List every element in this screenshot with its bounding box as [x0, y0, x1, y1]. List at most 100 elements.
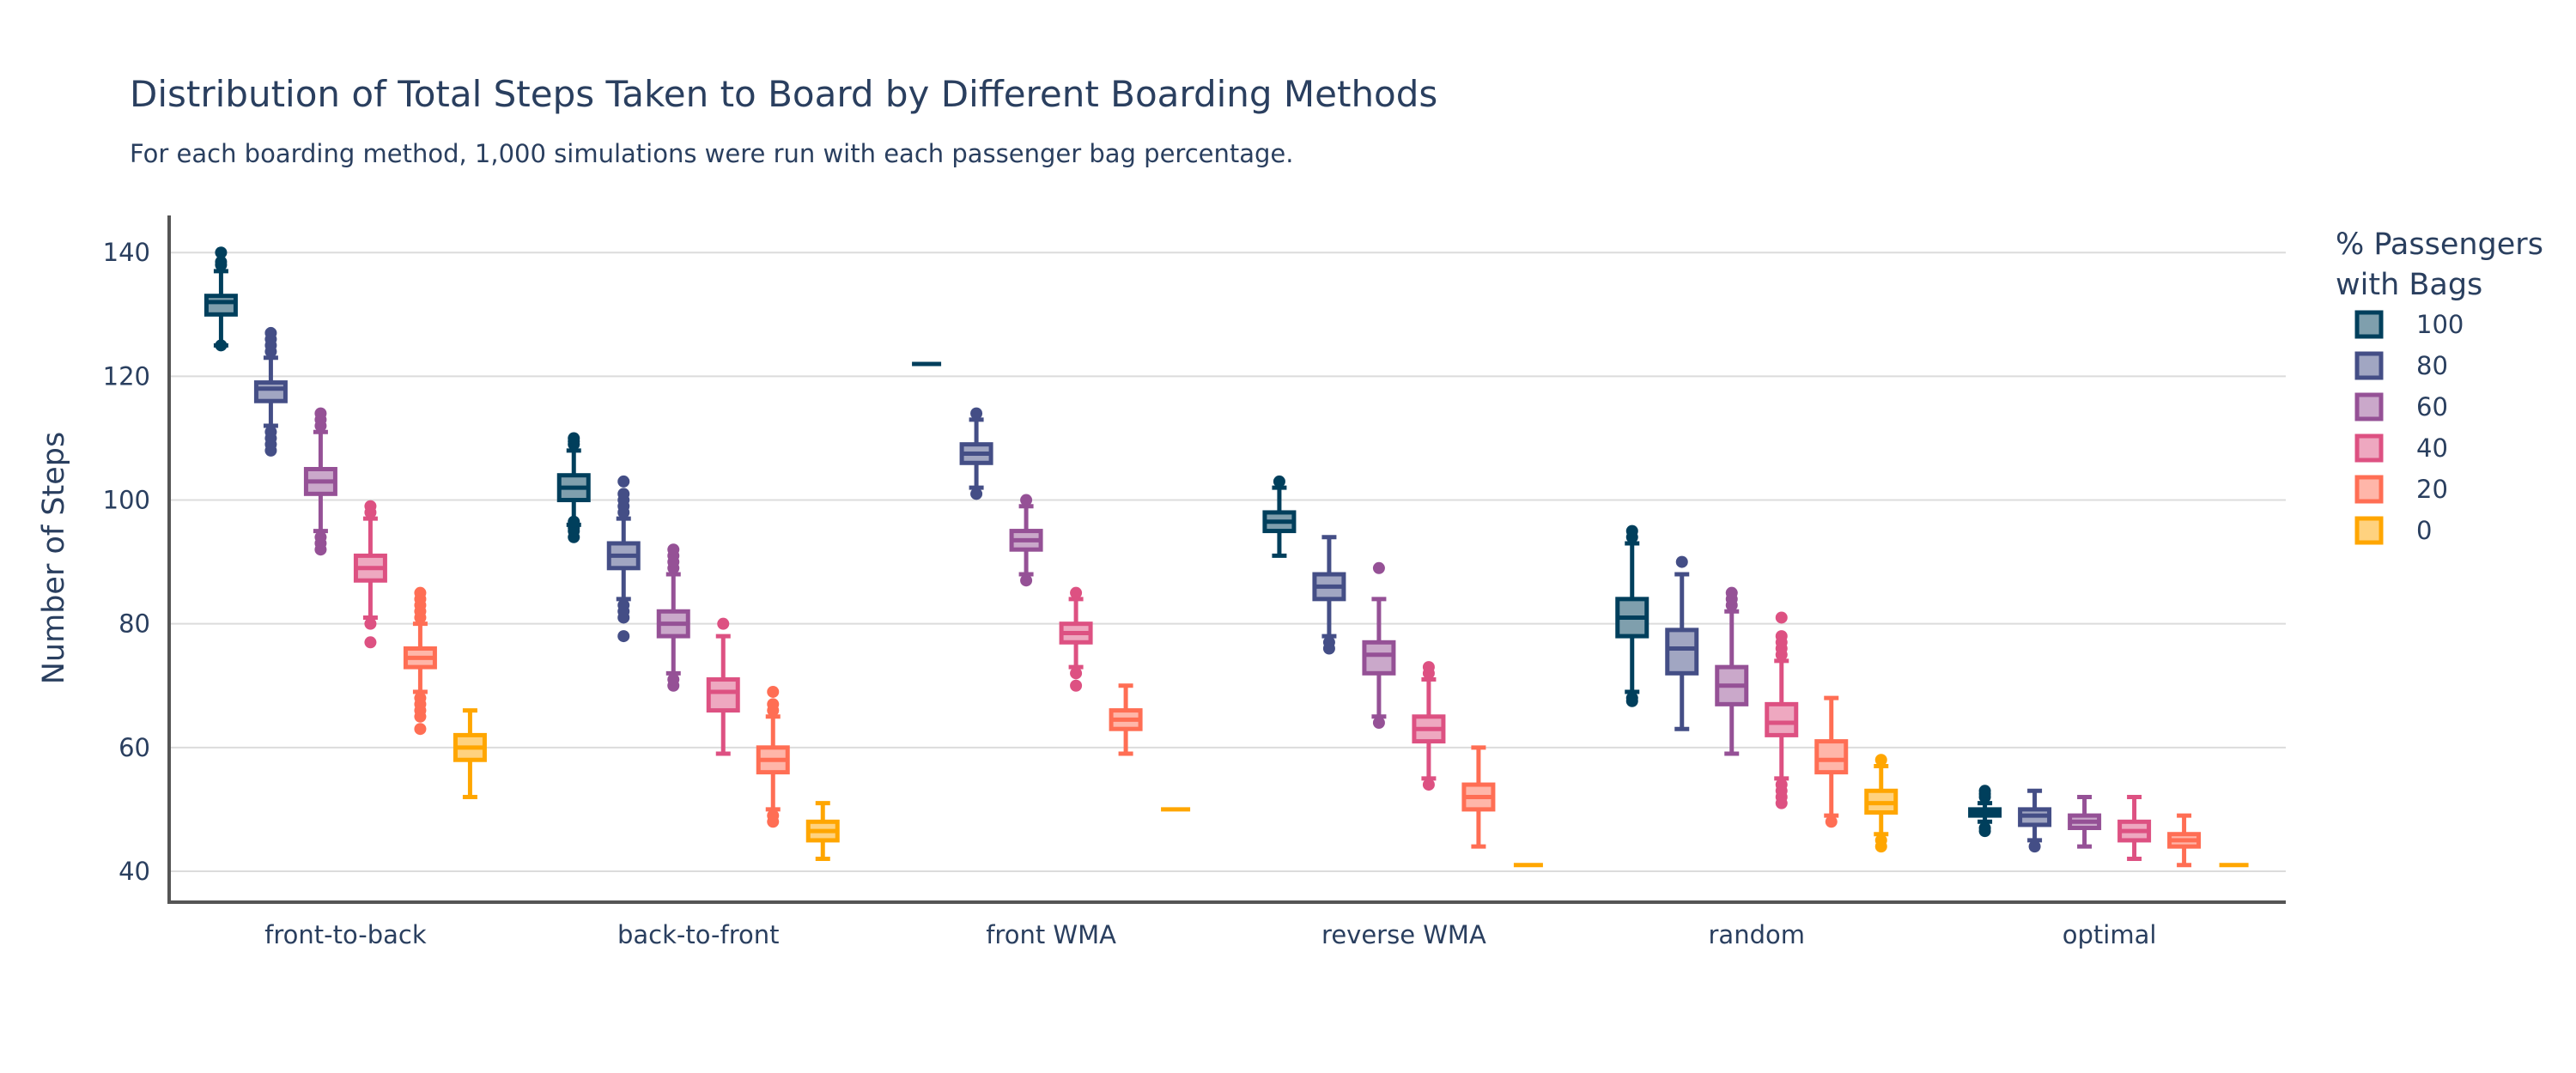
outlier-point [617, 630, 630, 643]
legend-label: 0 [2416, 516, 2432, 545]
box-100-reverse-WMA [1262, 475, 1297, 558]
box-60-random [1715, 586, 1749, 756]
legend-label: 80 [2416, 351, 2448, 380]
legend[interactable]: % Passengers with Bags 100 80 60 40 20 0 [2336, 227, 2543, 545]
outlier-point [1675, 555, 1688, 568]
y-tick-label: 100 [103, 486, 150, 515]
outlier-point [314, 530, 327, 543]
box-60-front-WMA [1009, 494, 1043, 587]
legend-swatch [2354, 475, 2384, 504]
legend-item-40[interactable]: 40 [2354, 433, 2448, 463]
legend-swatch [2354, 433, 2384, 463]
box-100-front-to-back [204, 246, 238, 352]
outlier-point [970, 488, 983, 500]
iqr-box [1665, 627, 1699, 676]
outlier-point [767, 698, 780, 711]
legend-item-0[interactable]: 0 [2354, 516, 2432, 545]
box-20-front-WMA [1109, 683, 1143, 756]
box-40-front-WMA [1059, 586, 1093, 692]
box-80-random [1665, 555, 1699, 731]
box-40-optimal [2117, 794, 2152, 862]
box-0-random [1864, 754, 1899, 853]
outlier-point [1978, 825, 1991, 838]
iqr-box [706, 677, 740, 713]
series-0 [453, 708, 2249, 868]
y-tick-label: 60 [118, 733, 150, 762]
box-80-front-to-back [253, 326, 288, 457]
box-80-front-WMA [959, 407, 993, 500]
outlier-point [1273, 475, 1285, 488]
outlier-point [1874, 754, 1887, 767]
outlier-point [264, 326, 277, 339]
iqr-box [253, 380, 288, 403]
box-20-back-to-front [756, 685, 790, 828]
series-80 [253, 326, 2052, 853]
series-20 [403, 586, 2202, 868]
box-40-reverse-WMA [1412, 661, 1446, 791]
box-40-back-to-front [706, 617, 740, 756]
outlier-point [1070, 667, 1083, 680]
box-80-back-to-front [606, 475, 641, 643]
outlier-point [1322, 636, 1335, 649]
outlier-point [1874, 834, 1887, 846]
box-60-optimal [2068, 794, 2102, 849]
legend-item-80[interactable]: 80 [2354, 351, 2448, 380]
box-0-back-to-front [805, 801, 840, 862]
box-40-random [1765, 611, 1799, 809]
outlier-point [617, 599, 630, 612]
legend-swatch [2354, 516, 2384, 545]
box-80-reverse-WMA [1312, 535, 1346, 655]
outlier-point [568, 432, 580, 445]
legend-item-20[interactable]: 20 [2354, 475, 2448, 504]
iqr-box [1362, 640, 1396, 676]
box-20-random [1814, 695, 1849, 828]
iqr-box [1814, 739, 1849, 775]
y-tick-label: 80 [118, 609, 150, 639]
legend-title-line1: % Passengers [2336, 227, 2543, 262]
x-tick-label: back-to-front [617, 920, 780, 949]
outlier-point [1372, 561, 1385, 574]
x-tick-label: reverse WMA [1321, 920, 1486, 949]
box-60-front-to-back [303, 407, 337, 556]
outlier-point [617, 475, 630, 488]
box-40-front-to-back [353, 500, 387, 649]
outlier-point [667, 543, 680, 556]
series-40 [353, 500, 2152, 862]
outlier-point [1070, 679, 1083, 692]
outlier-point [1775, 630, 1788, 643]
series-100 [204, 246, 2002, 838]
legend-swatch [2354, 351, 2384, 380]
box-100-optimal [1968, 785, 2002, 838]
x-tick-label: front-to-back [264, 920, 427, 949]
box-20-reverse-WMA [1461, 745, 1496, 849]
outlier-point [1625, 694, 1638, 707]
outlier-point [1725, 586, 1738, 599]
box-80-optimal [2018, 788, 2052, 853]
outlier-point [414, 692, 427, 705]
outlier-point [1422, 661, 1435, 674]
outlier-point [364, 617, 377, 630]
legend-item-100[interactable]: 100 [2354, 310, 2464, 339]
outlier-point [1775, 611, 1788, 624]
x-tick-label: optimal [2063, 920, 2157, 949]
outlier-point [1070, 586, 1083, 599]
legend-item-60[interactable]: 60 [2354, 392, 2448, 421]
outlier-point [717, 617, 730, 630]
x-tick-label: random [1709, 920, 1805, 949]
outlier-point [414, 723, 427, 736]
box-60-back-to-front [656, 543, 690, 692]
y-axis-title: Number of Steps [37, 432, 71, 685]
legend-swatch [2354, 310, 2384, 339]
chart-subtitle: For each boarding method, 1,000 simulati… [130, 139, 1294, 168]
legend-label: 60 [2416, 392, 2448, 421]
box-20-front-to-back [403, 586, 437, 736]
y-tick-label: 120 [103, 361, 150, 391]
outlier-point [264, 426, 277, 439]
outlier-point [314, 407, 327, 420]
outlier-point [2028, 840, 2041, 853]
outlier-point [1775, 779, 1788, 791]
chart-title: Distribution of Total Steps Taken to Boa… [130, 73, 1437, 115]
box-100-back-to-front [556, 432, 591, 543]
legend-swatch [2354, 392, 2384, 421]
